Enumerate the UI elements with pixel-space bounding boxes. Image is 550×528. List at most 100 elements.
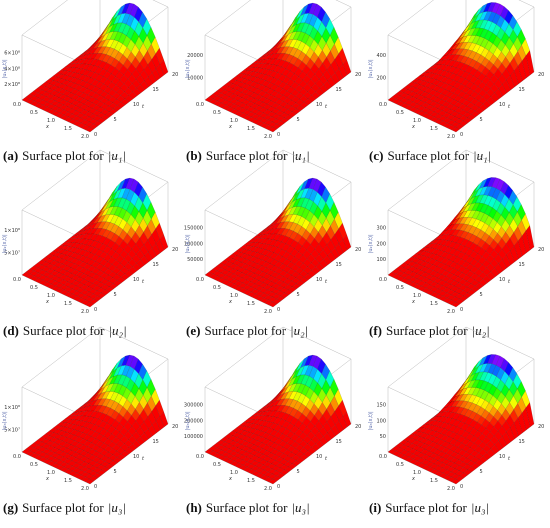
box-edge: [21, 149, 101, 211]
caption: (c) Surface plot for |u₁|: [369, 148, 491, 163]
x-axis-label: x: [411, 299, 415, 305]
caption-variable: |u₃|: [471, 500, 489, 515]
surface-patch: [490, 92, 500, 103]
surface-patch: [303, 98, 313, 106]
caption-label: (e): [186, 323, 200, 338]
surface-patch: [506, 250, 515, 266]
caption-label: (i): [369, 500, 381, 515]
z-tick-label: 50: [380, 434, 386, 440]
surface-patch: [148, 72, 157, 85]
caption: (h) Surface plot for |u₃|: [186, 500, 310, 515]
surface-patch: [342, 59, 352, 76]
surface-patch: [327, 251, 336, 263]
surface-patch: [284, 289, 293, 296]
t-tick-label: 0: [277, 484, 280, 490]
t-tick-label: 5: [480, 292, 483, 298]
x-axis-label: x: [45, 299, 49, 305]
caption-variable: |u₂|: [290, 323, 308, 338]
surface-patch: [288, 111, 297, 118]
panel: 0.0 0.5 1.0 1.5 2.0 x 0 5 10 15 20 t 2×10⁸ 4×10⁸ 6×10⁸…: [2, 0, 178, 163]
t-tick-label: 15: [336, 439, 342, 445]
z-tick-label: 300000: [184, 403, 203, 409]
surface-patch: [268, 126, 278, 133]
t-tick-label: 5: [480, 469, 483, 475]
x-tick-label: 1.5: [64, 126, 72, 132]
box-edge: [282, 326, 352, 360]
z-axis-label: |u₂(x,t)|: [368, 234, 374, 253]
t-tick-label: 15: [336, 87, 342, 93]
x-tick-label: 1.5: [64, 301, 72, 307]
box-edge: [99, 149, 169, 183]
z-tick-label: 400: [376, 53, 386, 59]
surface-patch: [513, 65, 523, 85]
t-tick-label: 10: [316, 277, 322, 283]
t-axis-label: t: [508, 104, 511, 110]
surface-patch: [455, 123, 465, 130]
panel: 0.0 0.5 1.0 1.5 2.0 x 0 5 10 15 20 t 10000 20000|u₁(x…: [185, 0, 361, 163]
surface-patch: [128, 266, 138, 275]
x-tick-label: 1.5: [64, 478, 72, 484]
t-tick-label: 10: [499, 454, 505, 460]
x-tick-label: 2.0: [81, 309, 89, 315]
surface-patch: [311, 91, 321, 100]
x-tick-label: 2.0: [447, 309, 455, 315]
caption-text: Surface plot for: [387, 148, 469, 163]
t-tick-label: 10: [133, 102, 139, 108]
caption-text: Surface plot for: [385, 500, 467, 515]
z-axis-label: |u₂(x,t)|: [185, 234, 191, 253]
z-tick-label: 1×10⁸: [4, 228, 20, 234]
z-tick-label: 200: [376, 75, 386, 81]
caption-variable: |u₁|: [108, 148, 126, 163]
panel: 0.0 0.5 1.0 1.5 2.0 x 0 5 10 15 20 t 5×10⁷ 1×10⁸|u₂(x…: [2, 149, 178, 338]
x-tick-label: 0.5: [396, 285, 404, 291]
t-axis-label: t: [142, 104, 145, 110]
z-tick-label: 6×10⁸: [4, 51, 20, 57]
caption: (d) Surface plot for |u₂|: [3, 323, 127, 338]
surface-patch: [108, 108, 118, 115]
box-edge: [99, 326, 169, 360]
z-tick-label: 100000: [184, 434, 203, 440]
box-edge: [335, 0, 352, 8]
caption-variable: |u₂|: [472, 323, 490, 338]
z-axis-label: |u₃(x,t)|: [368, 411, 374, 430]
x-tick-label: 2.0: [447, 486, 455, 492]
x-tick-label: 0.0: [13, 277, 21, 283]
x-tick-label: 0.5: [213, 285, 221, 291]
z-tick-label: 100: [376, 418, 386, 424]
panel: 0.00.51.01.52.0x05101520t50100150|u₃(x,t…: [368, 326, 544, 515]
x-tick-label: 0.5: [396, 110, 404, 116]
x-tick-label: 0.0: [196, 277, 204, 283]
box-edge: [465, 326, 535, 360]
x-tick-label: 1.0: [47, 118, 55, 124]
caption-label: (b): [186, 148, 202, 163]
z-tick-label: 150: [376, 403, 386, 409]
x-tick-label: 0.0: [13, 454, 21, 460]
surface-patch: [467, 114, 476, 121]
x-axis-label: x: [45, 124, 49, 130]
t-tick-label: 20: [538, 247, 544, 253]
surface-patch: [506, 75, 515, 91]
x-tick-label: 0.5: [30, 110, 38, 116]
caption: (e) Surface plot for |u₂|: [186, 323, 308, 338]
z-tick-label: 10000: [187, 75, 203, 81]
x-tick-label: 2.0: [81, 134, 89, 140]
surface-patch: [311, 266, 321, 275]
x-tick-label: 0.0: [379, 454, 387, 460]
surface-patch: [525, 225, 535, 251]
surface-patch: [89, 123, 99, 130]
x-tick-label: 2.0: [447, 134, 455, 140]
caption-variable: |u₃|: [291, 500, 309, 515]
t-tick-label: 0: [94, 484, 97, 490]
x-axis-label: x: [228, 124, 232, 130]
t-tick-label: 10: [316, 454, 322, 460]
surface-patch: [471, 110, 480, 118]
t-axis-label: t: [325, 456, 328, 462]
t-tick-label: 5: [480, 117, 483, 123]
t-tick-label: 20: [538, 72, 544, 78]
x-tick-label: 1.0: [47, 293, 55, 299]
panel: 0.0 0.5 1.0 1.5 2.0 x 0 5 10 15 20 t 50000 100000 1500…: [184, 149, 361, 338]
surface-patch: [327, 76, 336, 88]
surface-patch: [323, 255, 332, 266]
panel: 0.0 0.5 1.0 1.5 2.0 x 0 5 10 15 20 t 200 400|u₁(x,t)|…: [368, 0, 544, 163]
t-tick-label: 15: [519, 439, 525, 445]
